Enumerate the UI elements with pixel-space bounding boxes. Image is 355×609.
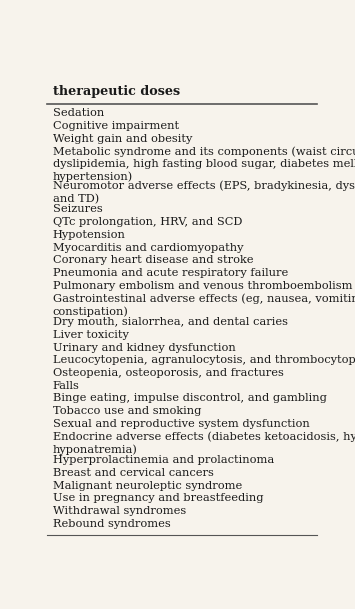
Text: Cognitive impairment: Cognitive impairment	[53, 121, 179, 131]
Text: Withdrawal syndromes: Withdrawal syndromes	[53, 506, 186, 516]
Text: Neuromotor adverse effects (EPS, bradykinesia, dystonia, akathisia,
and TD): Neuromotor adverse effects (EPS, bradyki…	[53, 181, 355, 204]
Text: QTc prolongation, HRV, and SCD: QTc prolongation, HRV, and SCD	[53, 217, 242, 227]
Text: Endocrine adverse effects (diabetes ketoacidosis, hypothyroidism, and
hyponatrem: Endocrine adverse effects (diabetes keto…	[53, 432, 355, 455]
Text: Falls: Falls	[53, 381, 80, 391]
Text: Metabolic syndrome and its components (waist circumference,
dyslipidemia, high f: Metabolic syndrome and its components (w…	[53, 147, 355, 181]
Text: Hyperprolactinemia and prolactinoma: Hyperprolactinemia and prolactinoma	[53, 456, 274, 465]
Text: Liver toxicity: Liver toxicity	[53, 330, 129, 340]
Text: Sexual and reproductive system dysfunction: Sexual and reproductive system dysfuncti…	[53, 419, 309, 429]
Text: Malignant neuroleptic syndrome: Malignant neuroleptic syndrome	[53, 481, 242, 491]
Text: therapeutic doses: therapeutic doses	[53, 85, 180, 98]
Text: Pulmonary embolism and venous thromboembolism: Pulmonary embolism and venous thromboemb…	[53, 281, 352, 290]
Text: Gastrointestinal adverse effects (eg, nausea, vomiting, diarrhea, and
constipati: Gastrointestinal adverse effects (eg, na…	[53, 294, 355, 317]
Text: Tobacco use and smoking: Tobacco use and smoking	[53, 406, 201, 416]
Text: Pneumonia and acute respiratory failure: Pneumonia and acute respiratory failure	[53, 268, 288, 278]
Text: Hypotension: Hypotension	[53, 230, 126, 240]
Text: Leucocytopenia, agranulocytosis, and thrombocytopenia: Leucocytopenia, agranulocytosis, and thr…	[53, 355, 355, 365]
Text: Use in pregnancy and breastfeeding: Use in pregnancy and breastfeeding	[53, 493, 263, 504]
Text: Urinary and kidney dysfunction: Urinary and kidney dysfunction	[53, 342, 235, 353]
Text: Coronary heart disease and stroke: Coronary heart disease and stroke	[53, 255, 253, 266]
Text: Binge eating, impulse discontrol, and gambling: Binge eating, impulse discontrol, and ga…	[53, 393, 327, 404]
Text: Sedation: Sedation	[53, 108, 104, 118]
Text: Osteopenia, osteoporosis, and fractures: Osteopenia, osteoporosis, and fractures	[53, 368, 284, 378]
Text: Weight gain and obesity: Weight gain and obesity	[53, 134, 192, 144]
Text: Myocarditis and cardiomyopathy: Myocarditis and cardiomyopathy	[53, 242, 243, 253]
Text: Rebound syndromes: Rebound syndromes	[53, 519, 170, 529]
Text: Dry mouth, sialorrhea, and dental caries: Dry mouth, sialorrhea, and dental caries	[53, 317, 288, 327]
Text: Seizures: Seizures	[53, 205, 102, 214]
Text: Breast and cervical cancers: Breast and cervical cancers	[53, 468, 213, 478]
